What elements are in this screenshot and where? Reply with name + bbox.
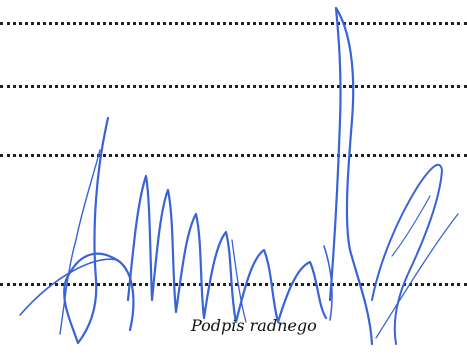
signature-caption: Podpis radnego xyxy=(191,316,317,335)
dotted-entry-line xyxy=(0,22,467,25)
dotted-signature-line xyxy=(0,283,467,286)
dotted-entry-line xyxy=(0,85,467,88)
dotted-entry-line xyxy=(0,154,467,157)
